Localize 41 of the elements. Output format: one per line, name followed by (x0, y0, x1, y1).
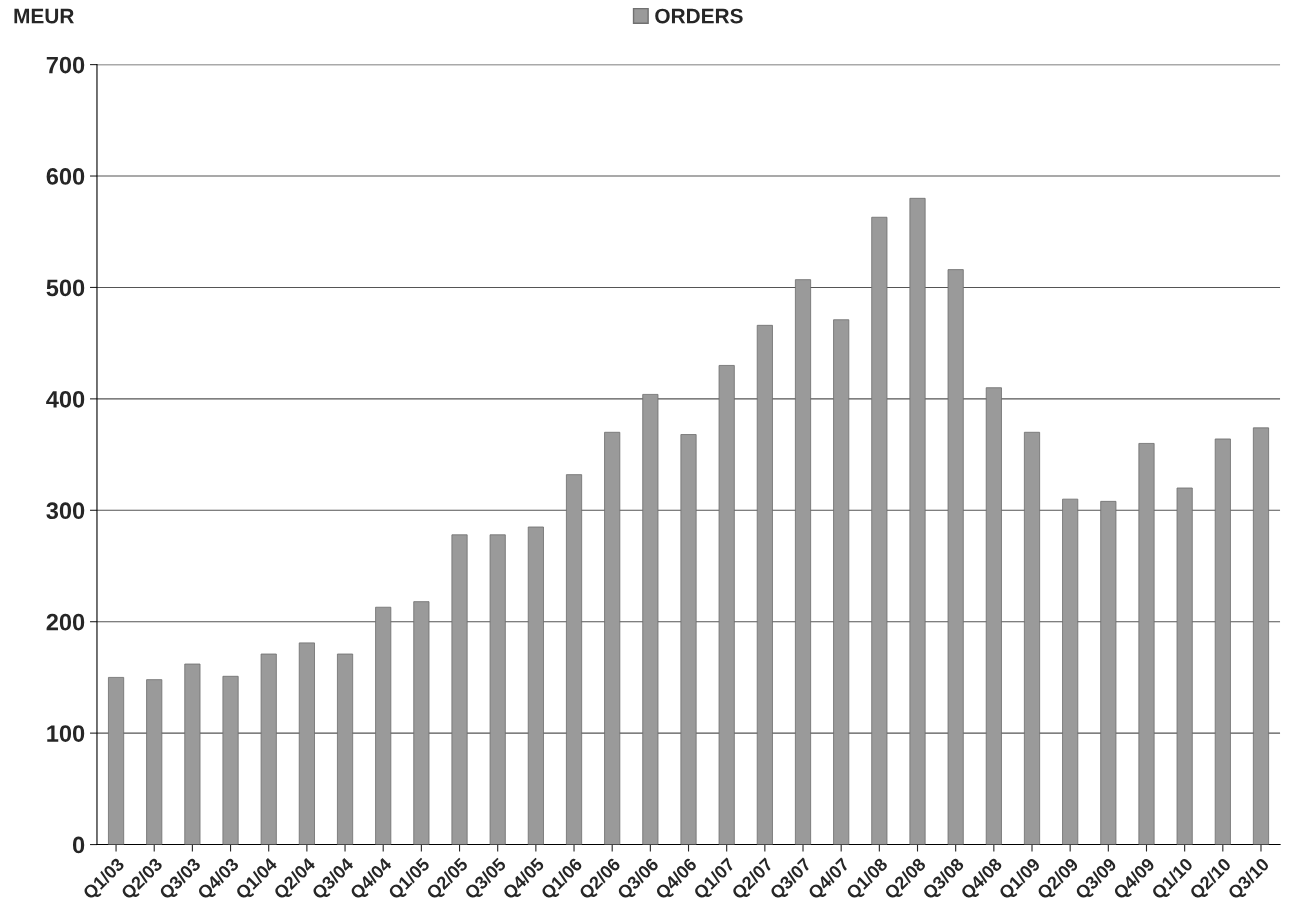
y-tick-label: 200 (46, 613, 85, 631)
bar (1100, 500, 1117, 845)
bar (336, 653, 354, 845)
bar (680, 434, 697, 845)
bar (985, 387, 1002, 845)
bar (604, 431, 621, 845)
bar (565, 474, 583, 845)
bar (1062, 498, 1079, 845)
y-axis-title: MEUR (14, 8, 74, 24)
bar (871, 216, 888, 845)
bar (260, 653, 277, 845)
bar (527, 526, 544, 845)
bar (451, 534, 468, 845)
y-tick-label: 600 (46, 168, 85, 185)
bar (947, 269, 964, 845)
bar (1214, 438, 1231, 845)
bar (833, 319, 850, 845)
bar (1252, 427, 1270, 845)
y-tick-label: 500 (46, 279, 85, 297)
bar (756, 324, 773, 845)
y-tick-label: 400 (46, 390, 85, 408)
bar (146, 679, 163, 845)
legend-label: ORDERS (655, 8, 743, 24)
bar (642, 393, 659, 845)
bar (718, 365, 735, 845)
y-tick-label: 300 (46, 502, 85, 520)
bar (184, 663, 201, 845)
bar (1176, 487, 1193, 845)
bar (909, 197, 926, 845)
bar (298, 642, 315, 845)
bar (375, 606, 392, 845)
y-tick-label: 0 (72, 836, 85, 854)
bar (222, 675, 239, 845)
bar (794, 279, 812, 845)
bar (489, 534, 506, 845)
bar (413, 601, 430, 845)
bar (1138, 443, 1155, 845)
bar (1023, 431, 1041, 845)
bar (108, 677, 125, 845)
y-tick-label: 700 (46, 56, 85, 74)
y-tick-label: 100 (47, 725, 85, 742)
